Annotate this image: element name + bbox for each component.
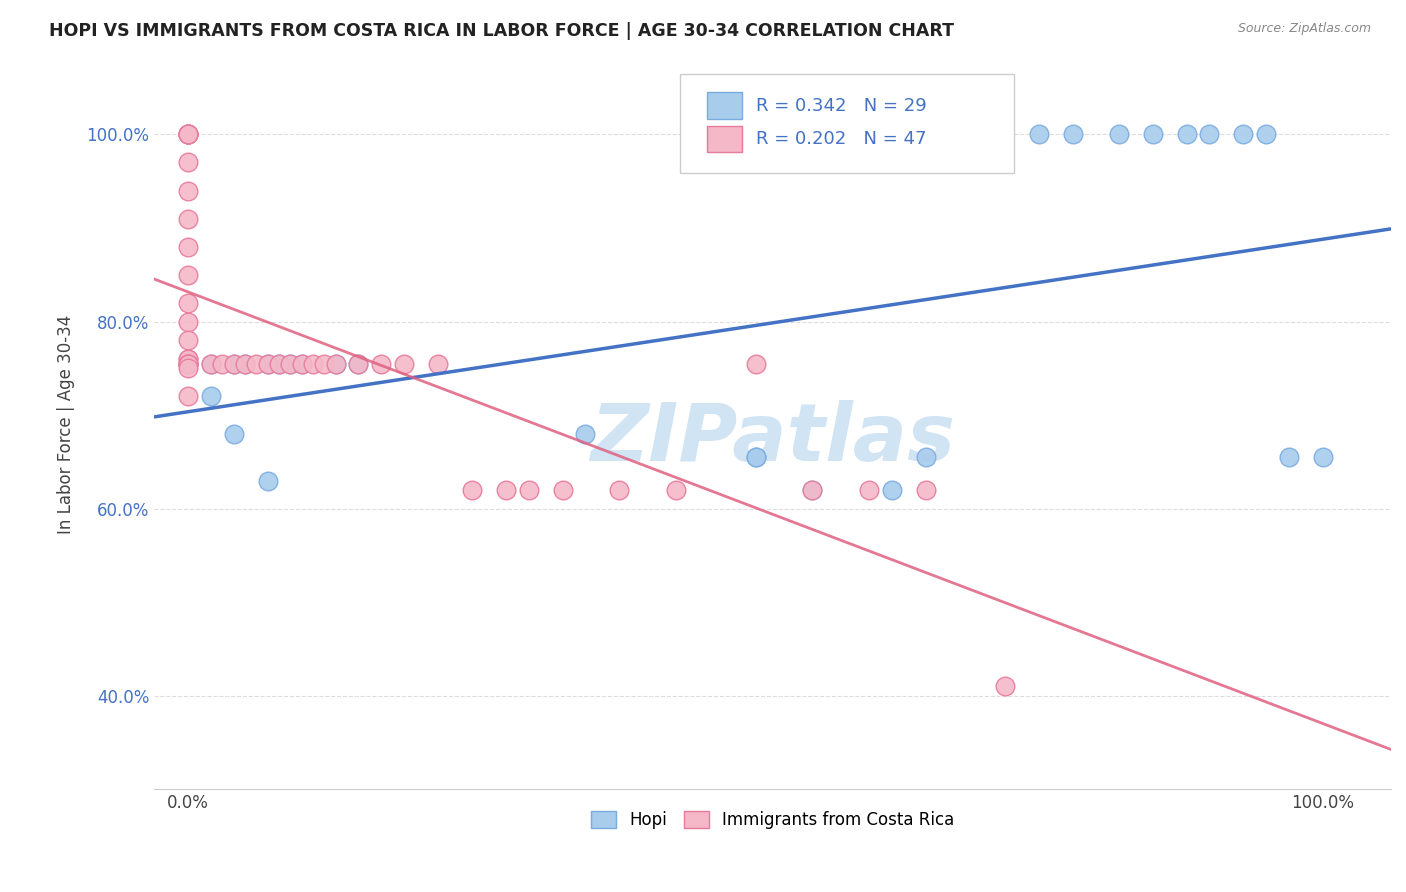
Text: Source: ZipAtlas.com: Source: ZipAtlas.com (1237, 22, 1371, 36)
Legend: Hopi, Immigrants from Costa Rica: Hopi, Immigrants from Costa Rica (585, 804, 960, 836)
Point (1232, 128, 1254, 142)
Point (177, 351, 200, 366)
Point (801, 483, 824, 497)
Point (392, 357, 415, 371)
Bar (707, 93, 741, 119)
Point (1142, 128, 1164, 142)
Point (1256, 128, 1278, 142)
Point (278, 357, 301, 371)
Point (177, 268, 200, 282)
Text: R = 0.202   N = 47: R = 0.202 N = 47 (756, 130, 927, 148)
Point (609, 483, 631, 497)
Point (256, 357, 278, 371)
Point (177, 314, 200, 328)
FancyBboxPatch shape (681, 74, 1014, 173)
Point (177, 361, 200, 376)
Point (1278, 450, 1301, 464)
Point (325, 357, 347, 371)
Point (177, 357, 200, 371)
Text: HOPI VS IMMIGRANTS FROM COSTA RICA IN LABOR FORCE | AGE 30-34 CORRELATION CHART: HOPI VS IMMIGRANTS FROM COSTA RICA IN LA… (49, 22, 955, 40)
Point (744, 357, 766, 371)
Point (222, 426, 245, 441)
Point (177, 128, 200, 142)
Point (325, 357, 347, 371)
Point (256, 474, 278, 488)
Point (222, 357, 245, 371)
Point (370, 357, 392, 371)
Point (233, 357, 256, 371)
Text: R = 0.342   N = 29: R = 0.342 N = 29 (756, 96, 927, 114)
Bar (707, 126, 741, 153)
Point (177, 128, 200, 142)
Point (914, 483, 936, 497)
Point (801, 483, 824, 497)
Point (177, 295, 200, 310)
Point (1062, 128, 1084, 142)
Point (177, 184, 200, 198)
Point (914, 450, 936, 464)
Point (245, 357, 267, 371)
Point (177, 128, 200, 142)
Point (177, 357, 200, 371)
Point (574, 426, 596, 441)
Point (200, 357, 222, 371)
Point (200, 389, 222, 403)
Point (177, 211, 200, 226)
Point (177, 357, 200, 371)
Point (278, 357, 301, 371)
Point (177, 240, 200, 254)
Point (177, 333, 200, 347)
Point (1198, 128, 1220, 142)
Point (1175, 128, 1198, 142)
Point (302, 357, 325, 371)
Point (495, 483, 517, 497)
Point (347, 357, 370, 371)
Point (314, 357, 336, 371)
Point (267, 357, 290, 371)
Point (1108, 128, 1130, 142)
Point (665, 483, 688, 497)
Point (994, 679, 1017, 693)
Y-axis label: In Labor Force | Age 30-34: In Labor Force | Age 30-34 (58, 315, 75, 534)
Point (177, 128, 200, 142)
Point (517, 483, 540, 497)
Point (426, 357, 449, 371)
Point (291, 357, 314, 371)
Point (211, 357, 233, 371)
Point (267, 357, 290, 371)
Point (744, 450, 766, 464)
Point (461, 483, 484, 497)
Point (177, 357, 200, 371)
Point (177, 155, 200, 169)
Point (1312, 450, 1334, 464)
Point (858, 483, 880, 497)
Point (177, 128, 200, 142)
Point (291, 357, 314, 371)
Point (177, 389, 200, 403)
Point (880, 483, 903, 497)
Point (256, 357, 278, 371)
Point (233, 357, 256, 371)
Point (1028, 128, 1050, 142)
Point (200, 357, 222, 371)
Point (744, 450, 766, 464)
Point (177, 351, 200, 366)
Point (551, 483, 574, 497)
Point (347, 357, 370, 371)
Text: ZIPatlas: ZIPatlas (591, 400, 955, 478)
Point (222, 357, 245, 371)
